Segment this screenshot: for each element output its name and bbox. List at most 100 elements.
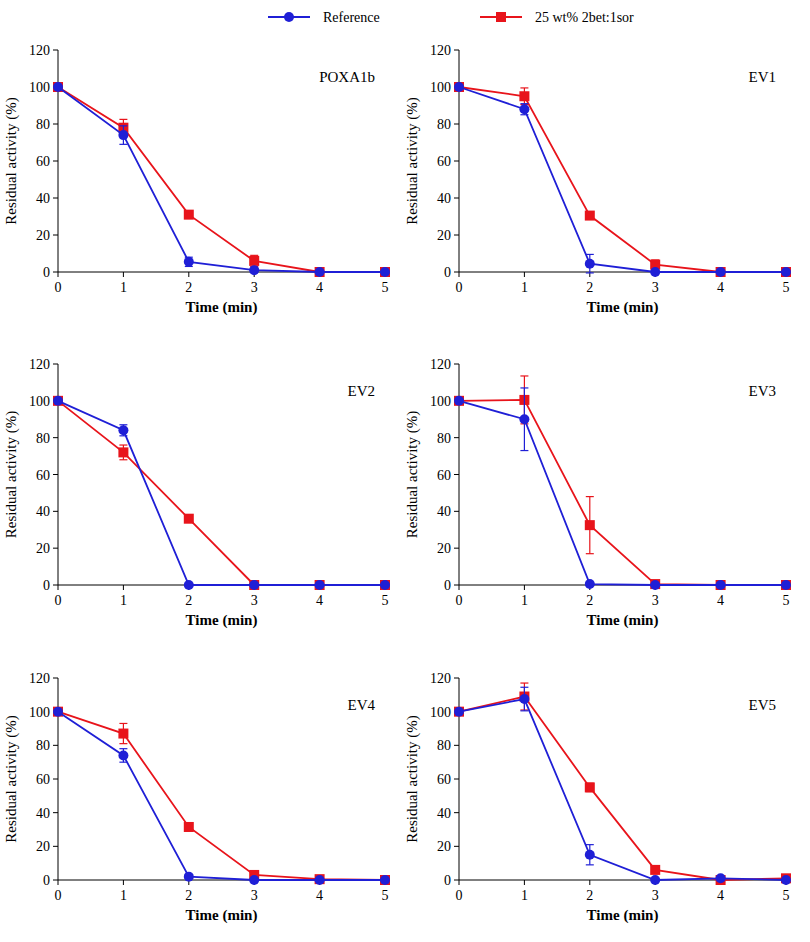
y-tick-label: 20 bbox=[437, 228, 451, 243]
y-tick bbox=[53, 161, 58, 162]
series-line bbox=[459, 400, 786, 585]
error-bar bbox=[119, 445, 127, 460]
error-bar bbox=[586, 497, 594, 554]
x-tick-label: 4 bbox=[316, 593, 323, 608]
x-tick-label: 5 bbox=[382, 280, 389, 295]
x-tick-label: 1 bbox=[521, 888, 528, 903]
x-tick bbox=[58, 272, 59, 277]
marker bbox=[716, 580, 726, 590]
y-tick bbox=[454, 880, 459, 881]
y-tick bbox=[454, 198, 459, 199]
x-tick-label: 5 bbox=[783, 888, 790, 903]
marker bbox=[519, 104, 529, 114]
series-line bbox=[459, 87, 786, 272]
x-tick-label: 5 bbox=[382, 888, 389, 903]
error-cap bbox=[119, 748, 127, 749]
marker bbox=[315, 874, 325, 884]
y-tick-label: 80 bbox=[437, 431, 451, 446]
marker bbox=[380, 580, 390, 590]
series-line bbox=[58, 401, 385, 585]
marker bbox=[53, 707, 63, 717]
error-bar bbox=[119, 749, 127, 762]
y-tick-label: 40 bbox=[36, 191, 50, 206]
marker bbox=[249, 256, 259, 266]
x-tick-label: 3 bbox=[251, 280, 258, 295]
x-tick-label: 4 bbox=[717, 888, 724, 903]
x-tick bbox=[524, 880, 525, 885]
y-tick-label: 120 bbox=[29, 43, 50, 58]
plot-area bbox=[454, 82, 791, 277]
x-axis-label: Time (min) bbox=[587, 299, 659, 316]
x-tick-label: 5 bbox=[783, 280, 790, 295]
y-tick-label: 20 bbox=[36, 541, 50, 556]
y-axis-label: Residual activity (%) bbox=[404, 97, 421, 224]
error-cap bbox=[586, 272, 594, 273]
marker bbox=[585, 211, 595, 221]
y-tick-label: 120 bbox=[29, 357, 50, 372]
error-cap bbox=[586, 844, 594, 845]
y-tick-label: 120 bbox=[430, 43, 451, 58]
y-tick-label: 20 bbox=[437, 541, 451, 556]
y-tick bbox=[53, 474, 58, 475]
marker bbox=[585, 259, 595, 269]
marker bbox=[380, 580, 390, 590]
x-tick bbox=[459, 272, 460, 277]
legend-marker bbox=[284, 12, 294, 22]
error-bar bbox=[119, 723, 127, 743]
marker bbox=[53, 82, 63, 92]
y-tick bbox=[53, 678, 58, 679]
x-tick-label: 5 bbox=[783, 593, 790, 608]
y-tick bbox=[53, 511, 58, 512]
marker bbox=[249, 265, 259, 275]
error-cap bbox=[586, 496, 594, 497]
series-line bbox=[58, 712, 385, 880]
error-cap bbox=[119, 762, 127, 763]
marker bbox=[519, 91, 529, 101]
x-tick-label: 0 bbox=[456, 593, 463, 608]
series-line bbox=[459, 87, 786, 272]
x-tick-label: 0 bbox=[55, 593, 62, 608]
y-tick bbox=[454, 235, 459, 236]
marker bbox=[650, 865, 660, 875]
x-axis-label: Time (min) bbox=[587, 907, 659, 924]
y-tick bbox=[454, 437, 459, 438]
y-tick-label: 20 bbox=[36, 839, 50, 854]
y-tick bbox=[454, 50, 459, 51]
y-tick-label: 80 bbox=[36, 738, 50, 753]
marker bbox=[380, 875, 390, 885]
y-tick-label: 120 bbox=[430, 671, 451, 686]
y-tick bbox=[454, 812, 459, 813]
marker bbox=[184, 872, 194, 882]
error-bar bbox=[119, 126, 127, 145]
error-cap bbox=[119, 723, 127, 724]
error-bar bbox=[586, 254, 594, 272]
x-tick bbox=[524, 585, 525, 590]
panel-label: EV4 bbox=[348, 697, 376, 713]
y-tick-label: 40 bbox=[36, 504, 50, 519]
marker bbox=[519, 414, 529, 424]
marker bbox=[454, 396, 464, 406]
marker bbox=[454, 82, 464, 92]
error-bar bbox=[250, 255, 258, 266]
figure: Reference25 wt% 2bet:1sor020406080100120… bbox=[0, 0, 810, 942]
y-tick-label: 0 bbox=[444, 873, 451, 888]
x-tick bbox=[188, 272, 189, 277]
marker bbox=[184, 514, 194, 524]
y-tick-label: 80 bbox=[36, 117, 50, 132]
marker bbox=[249, 580, 259, 590]
y-tick bbox=[454, 511, 459, 512]
marker bbox=[454, 82, 464, 92]
x-tick-label: 1 bbox=[120, 280, 127, 295]
marker bbox=[53, 396, 63, 406]
marker bbox=[454, 396, 464, 406]
marker bbox=[315, 267, 325, 277]
y-tick bbox=[454, 161, 459, 162]
y-tick-label: 0 bbox=[444, 265, 451, 280]
y-tick bbox=[53, 198, 58, 199]
x-tick-label: 0 bbox=[55, 888, 62, 903]
y-tick bbox=[53, 880, 58, 881]
panel: 020406080100120012345Time (min)Residual … bbox=[3, 671, 390, 924]
error-cap bbox=[119, 459, 127, 460]
marker bbox=[53, 707, 63, 717]
error-cap bbox=[250, 255, 258, 256]
